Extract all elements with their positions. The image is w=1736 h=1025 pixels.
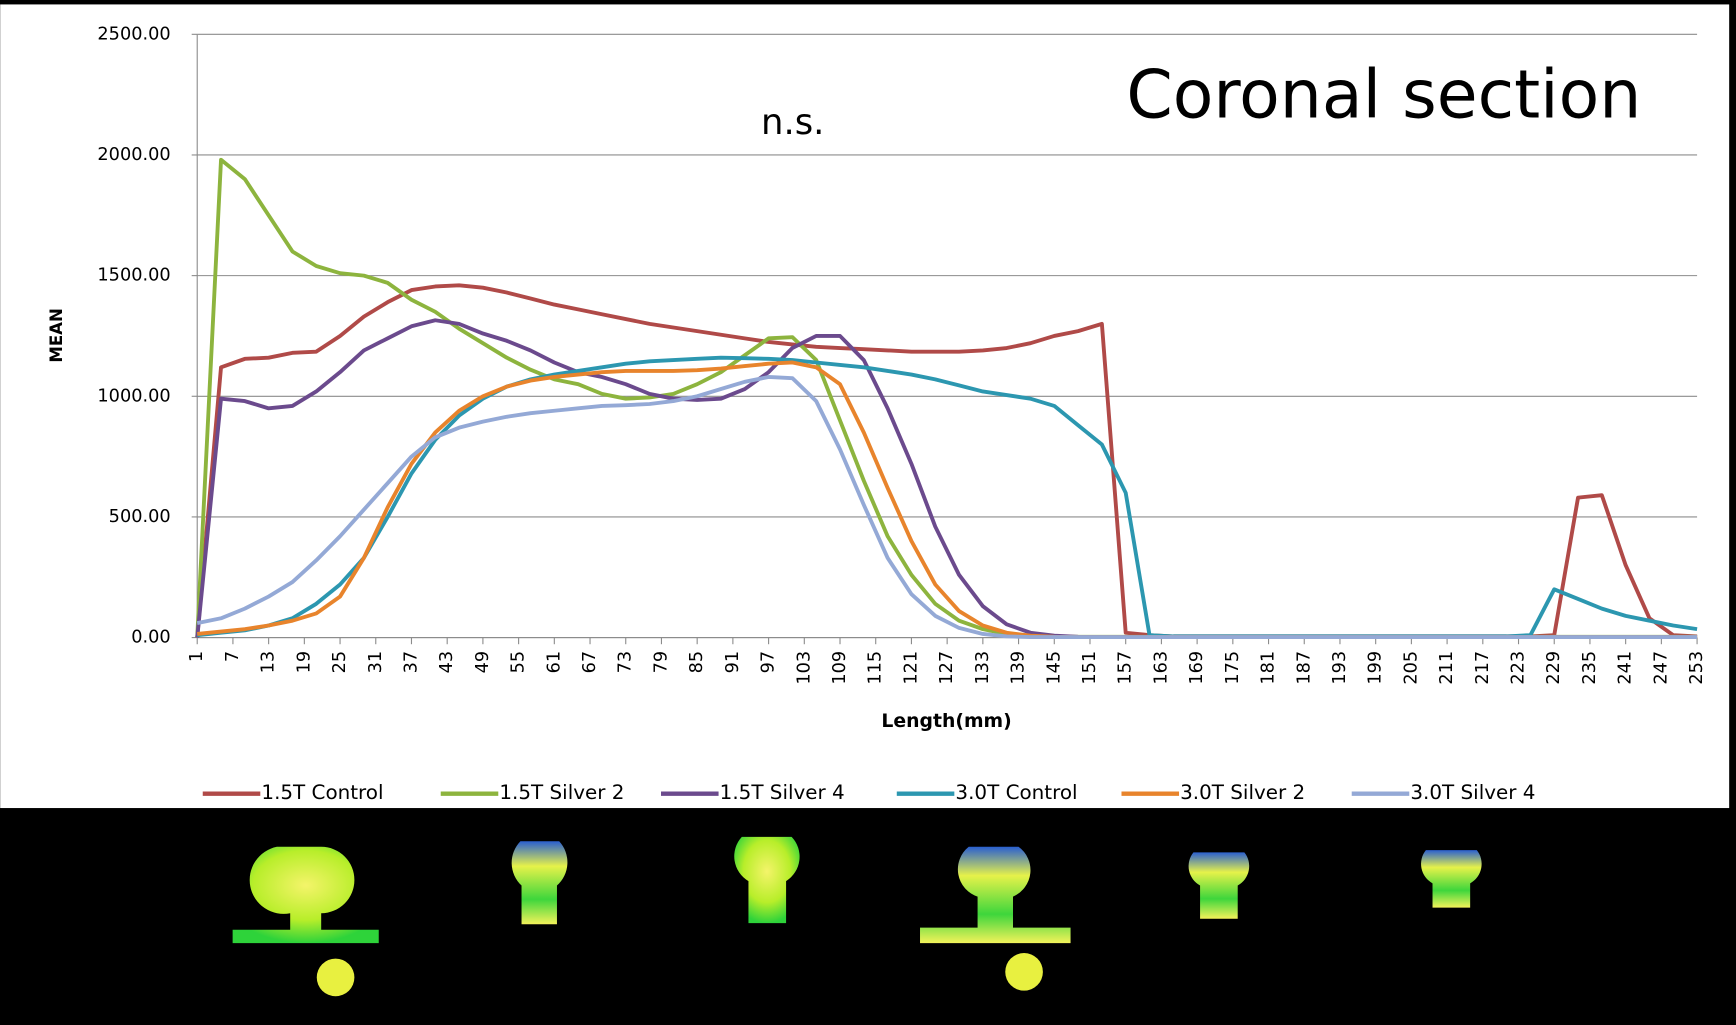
x-tick-label: 229 <box>1544 651 1564 685</box>
x-tick-label: 1 <box>187 651 207 662</box>
x-tick-label: 37 <box>401 651 421 674</box>
x-tick-label: 103 <box>794 651 814 685</box>
legend-label: 3.0T Silver 4 <box>1410 781 1535 804</box>
x-tick-label: 97 <box>759 651 779 674</box>
x-tick-label: 247 <box>1651 651 1671 685</box>
y-tick-label: 2000.00 <box>97 145 170 165</box>
x-tick-label: 169 <box>1187 651 1207 685</box>
x-tick-label: 163 <box>1151 651 1171 685</box>
x-tick-label: 19 <box>294 651 314 674</box>
series-line <box>196 375 1698 640</box>
y-axis-title: MEAN <box>47 308 66 363</box>
x-tick-label: 79 <box>651 651 671 674</box>
x-tick-label: 187 <box>1294 651 1314 685</box>
x-tick-label: 73 <box>616 651 636 674</box>
x-tick-label: 25 <box>330 651 350 674</box>
thumbnail-shape <box>511 841 568 925</box>
chart-title: Coronal section <box>1126 56 1641 134</box>
x-tick-label: 223 <box>1509 651 1529 685</box>
legend-label: 1.5T Silver 2 <box>499 781 624 804</box>
x-tick-label: 235 <box>1580 651 1600 685</box>
legend-label: 3.0T Silver 2 <box>1180 781 1305 804</box>
x-tick-label: 253 <box>1687 651 1707 685</box>
x-tick-label: 61 <box>544 651 564 674</box>
x-tick-label: 55 <box>509 651 529 674</box>
legend-label: 3.0T Control <box>955 781 1077 804</box>
x-tick-label: 145 <box>1044 651 1064 685</box>
x-tick-label: 67 <box>580 651 600 674</box>
x-tick-label: 139 <box>1009 651 1029 685</box>
x-tick-label: 13 <box>259 651 279 674</box>
annotation: n.s. <box>761 102 824 143</box>
x-tick-label: 193 <box>1330 651 1350 685</box>
legend-label: 1.5T Silver 4 <box>720 781 845 804</box>
thumbnails <box>217 827 1540 1018</box>
legend-label: 1.5T Control <box>261 781 383 804</box>
thumbnail-shape <box>1421 850 1482 908</box>
y-tick-label: 1500.00 <box>97 266 170 286</box>
thumbnail-shape <box>920 846 1071 944</box>
x-tick-label: 115 <box>866 651 886 685</box>
x-tick-label: 241 <box>1616 651 1636 685</box>
thumbnail-shape <box>316 958 355 997</box>
thumbnail-shape <box>232 846 379 944</box>
x-tick-label: 91 <box>723 651 743 674</box>
x-tick-label: 175 <box>1223 651 1243 685</box>
thumbnail-shape <box>1005 953 1043 991</box>
x-tick-label: 127 <box>937 651 957 685</box>
x-tick-label: 109 <box>830 651 850 685</box>
x-tick-label: 151 <box>1080 651 1100 685</box>
x-axis-title: Length(mm) <box>881 711 1011 732</box>
legend: 1.5T Control 1.5T Silver 2 1.5T Silver 4 3.… <box>202 781 1535 804</box>
x-tick-label: 199 <box>1366 651 1386 685</box>
x-tick-label: 133 <box>973 651 993 685</box>
x-tick-label: 49 <box>473 651 493 674</box>
y-tick-label: 500.00 <box>109 507 171 527</box>
y-tick-label: 2500.00 <box>97 24 170 44</box>
x-tick-label: 157 <box>1116 651 1136 685</box>
x-tick-label: 31 <box>366 651 386 674</box>
y-tick-label: 1000.00 <box>97 386 170 406</box>
x-tick-label: 121 <box>901 651 921 685</box>
x-tick-label: 181 <box>1259 651 1279 685</box>
x-tick-label: 43 <box>437 651 457 674</box>
x-tick-label: 85 <box>687 651 707 674</box>
thumbnail-shape <box>734 836 800 924</box>
thumbnail-shape <box>1188 852 1250 919</box>
x-tick-label: 205 <box>1401 651 1421 685</box>
x-tick-label: 211 <box>1437 651 1457 685</box>
x-tick-label: 217 <box>1473 651 1493 685</box>
y-tick-label: 0.00 <box>131 628 170 648</box>
x-tick-label: 7 <box>223 651 243 662</box>
